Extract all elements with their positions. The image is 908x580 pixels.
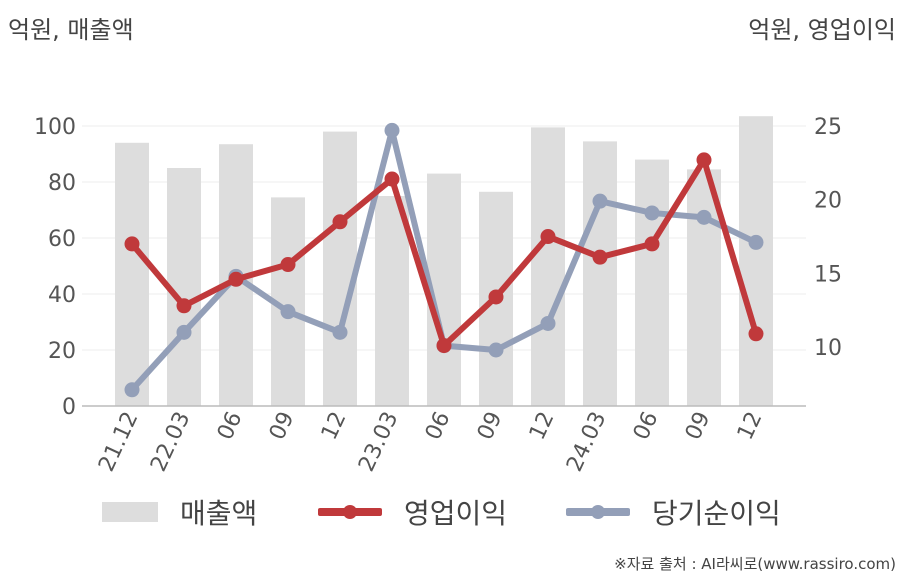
bar-revenue — [375, 196, 409, 406]
point-net-income — [592, 193, 608, 209]
point-operating-profit — [592, 249, 608, 265]
x-tick-label: 09 — [473, 408, 507, 444]
y-right-tick-label: 10 — [814, 336, 842, 361]
y-left-tick-label: 0 — [62, 395, 76, 420]
legend-label-net-income: 당기순이익 — [652, 497, 781, 530]
profit-lines — [124, 122, 764, 398]
point-operating-profit — [488, 289, 504, 305]
legend-label-operating-profit: 영업이익 — [404, 497, 508, 530]
point-operating-profit — [124, 236, 140, 252]
point-operating-profit — [176, 298, 192, 314]
x-tick-label: 06 — [213, 408, 247, 444]
point-operating-profit — [748, 326, 764, 342]
y-left-tick-label: 60 — [48, 227, 76, 252]
bar-revenue — [739, 116, 773, 406]
bar-revenue — [687, 169, 721, 406]
x-axis-ticks: 21.12 22.03 06 09 12 23.03 06 09 12 24.03 06 09 12 — [94, 408, 767, 476]
legend-item-net-income: 당기순이익 — [566, 492, 781, 532]
point-net-income — [124, 382, 140, 398]
y-right-tick-label: 20 — [814, 189, 842, 214]
legend: 매출액 영업이익 당기순이익 — [0, 492, 908, 536]
y-left-tick-label: 20 — [48, 339, 76, 364]
bar-revenue — [115, 142, 149, 407]
bar-revenue — [531, 127, 565, 407]
y-left-tick-label: 40 — [48, 283, 76, 308]
point-net-income — [280, 304, 296, 320]
point-operating-profit — [644, 236, 660, 252]
legend-swatch-revenue — [102, 502, 158, 522]
x-tick-label: 12 — [317, 408, 351, 444]
legend-item-revenue: 매출액 — [102, 492, 257, 532]
y-left-tick-label: 80 — [48, 171, 76, 196]
point-net-income — [540, 315, 556, 331]
point-operating-profit — [332, 214, 348, 230]
x-tick-label: 09 — [265, 408, 299, 444]
bar-revenue — [323, 131, 357, 406]
point-net-income — [748, 234, 764, 250]
point-net-income — [696, 209, 712, 225]
x-tick-label: 21.12 — [94, 408, 143, 476]
point-operating-profit — [228, 271, 244, 287]
left-axis-unit: 억원, 매출액 — [8, 16, 134, 44]
point-operating-profit — [436, 338, 452, 354]
x-tick-label: 12 — [525, 408, 559, 444]
x-tick-label: 06 — [421, 408, 455, 444]
x-tick-label: 09 — [681, 408, 715, 444]
x-tick-label: 22.03 — [146, 408, 195, 476]
bar-revenue — [635, 159, 669, 406]
x-tick-label: 24.03 — [562, 408, 611, 476]
legend-item-operating-profit: 영업이익 — [318, 492, 507, 532]
right-axis-unit: 억원, 영업이익 — [748, 16, 896, 44]
revenue-bars — [115, 116, 773, 407]
x-tick-label: 23.03 — [354, 408, 403, 476]
x-tick-label: 06 — [629, 408, 663, 444]
point-operating-profit — [280, 257, 296, 273]
point-net-income — [384, 122, 400, 138]
point-net-income — [644, 205, 660, 221]
left-axis-ticks: 0 20 40 60 80 100 — [34, 115, 76, 420]
bar-revenue — [583, 141, 617, 406]
point-net-income — [488, 342, 504, 358]
right-axis-ticks: 10 15 20 25 — [814, 115, 842, 361]
x-tick-label: 12 — [733, 408, 767, 444]
y-left-tick-label: 100 — [34, 115, 76, 140]
point-operating-profit — [384, 171, 400, 187]
source-credit: ※자료 출처 : AI라씨로(www.rassiro.com) — [614, 555, 896, 573]
legend-swatch-operating-profit — [318, 502, 382, 522]
point-net-income — [176, 324, 192, 340]
legend-swatch-net-income — [566, 502, 630, 522]
point-operating-profit — [696, 152, 712, 168]
point-operating-profit — [540, 229, 556, 245]
point-net-income — [332, 324, 348, 340]
y-right-tick-label: 15 — [814, 262, 842, 287]
legend-label-revenue: 매출액 — [180, 497, 258, 530]
y-right-tick-label: 25 — [814, 115, 842, 140]
bar-revenue — [167, 168, 201, 406]
